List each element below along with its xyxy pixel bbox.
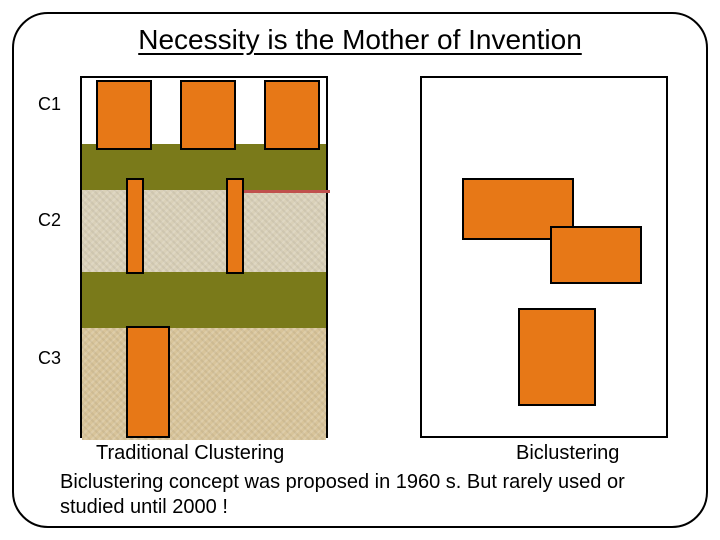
row-label-c3: C3 [38, 348, 61, 369]
left-orange-rect-1 [96, 80, 152, 150]
body-text: Biclustering concept was proposed in 196… [60, 470, 670, 520]
right-orange-rect-3 [518, 308, 596, 406]
left-band-row2-bg [82, 190, 326, 272]
left-orange-rect-6 [126, 326, 170, 438]
left-orange-rect-4 [126, 178, 144, 274]
caption-left: Traditional Clustering [96, 442, 284, 465]
traditional-clustering-panel [80, 76, 328, 438]
row-label-c1: C1 [38, 94, 61, 115]
caption-right: Biclustering [516, 442, 619, 465]
right-orange-rect-2 [550, 226, 642, 284]
left-red-rule [242, 190, 330, 193]
biclustering-panel [420, 76, 668, 438]
left-band-row3-bg [82, 328, 326, 440]
left-orange-rect-5 [226, 178, 244, 274]
left-orange-rect-3 [264, 80, 320, 150]
left-orange-rect-2 [180, 80, 236, 150]
row-label-c2: C2 [38, 210, 61, 231]
left-band-row1-olive [82, 144, 326, 190]
left-band-row2-olive [82, 272, 326, 328]
page-title: Necessity is the Mother of Invention [0, 24, 720, 56]
